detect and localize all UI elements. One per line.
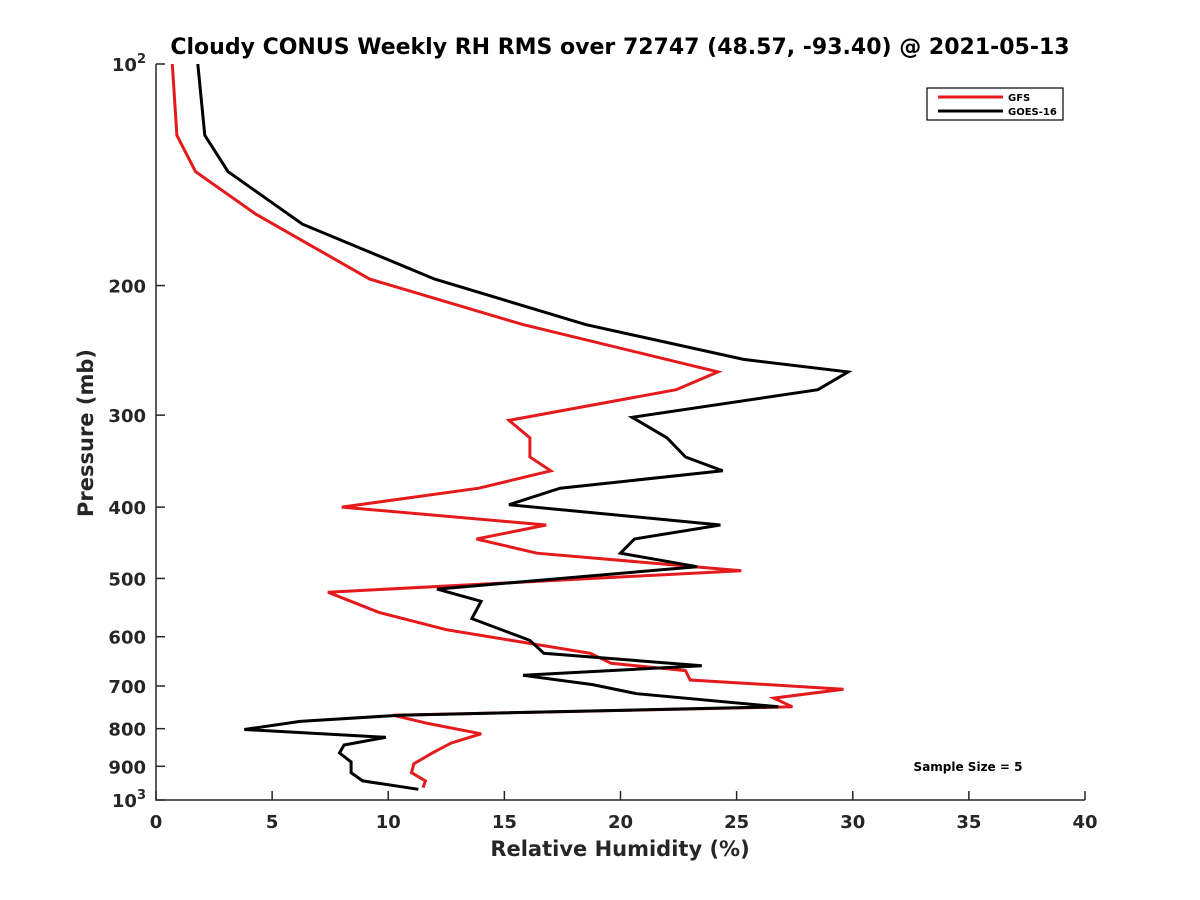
y-axis: 102 200 300 400 500 600 700 800 900 103 xyxy=(108,52,165,812)
y-tick-label: 900 xyxy=(108,757,146,778)
series-layer xyxy=(170,63,853,791)
y-tick-label: 103 xyxy=(112,788,146,812)
y-tick-label: 800 xyxy=(108,720,146,741)
sample-size-annotation: Sample Size = 5 xyxy=(914,760,1023,774)
legend: GFS GOES-16 xyxy=(926,87,1064,121)
y-tick-label: 600 xyxy=(108,628,146,649)
x-tick-label: 0 xyxy=(150,812,163,833)
y-tick-label: 500 xyxy=(108,569,146,590)
y-tick-label: 102 xyxy=(112,52,146,76)
x-tick-label: 30 xyxy=(840,812,865,833)
x-axis-label: Relative Humidity (%) xyxy=(490,837,749,861)
y-tick-label: 700 xyxy=(108,677,146,698)
series-line-goes-16 xyxy=(196,63,853,791)
x-tick-label: 25 xyxy=(724,812,749,833)
y-tick-label: 300 xyxy=(108,406,146,427)
x-tick-label: 35 xyxy=(956,812,981,833)
plot-area xyxy=(155,63,1085,801)
x-tick-label: 15 xyxy=(492,812,517,833)
x-tick-label: 20 xyxy=(608,812,633,833)
legend-label: GOES-16 xyxy=(1008,107,1057,118)
y-tick-label: 400 xyxy=(108,498,146,519)
legend-box xyxy=(926,87,1064,121)
plot-background xyxy=(156,64,1085,800)
x-tick-label: 10 xyxy=(376,812,401,833)
y-tick-label: 200 xyxy=(108,277,146,298)
x-tick-label: 40 xyxy=(1072,812,1097,833)
chart-title: Cloudy CONUS Weekly RH RMS over 72747 (4… xyxy=(170,35,1069,60)
x-axis: 0 5 10 15 20 25 30 35 40 xyxy=(150,791,1098,833)
legend-label: GFS xyxy=(1008,93,1030,104)
series-line-gfs xyxy=(170,63,844,789)
y-axis-label: Pressure (mb) xyxy=(74,349,98,517)
x-tick-label: 5 xyxy=(266,812,279,833)
